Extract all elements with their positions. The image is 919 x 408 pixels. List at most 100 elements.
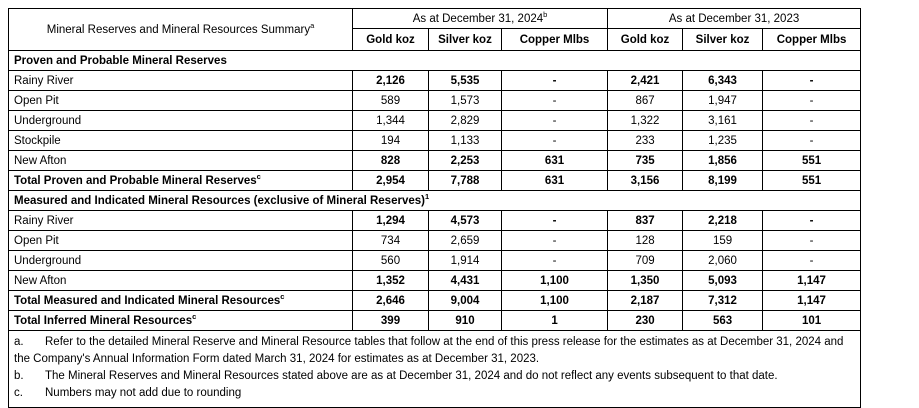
row-label-text: New Afton bbox=[14, 274, 67, 287]
value-cell: 1,352 bbox=[352, 270, 429, 291]
value-cell: - bbox=[762, 210, 862, 231]
section-row-proven-probable: Proven and Probable Mineral Reserves bbox=[7, 50, 862, 71]
value-cell: 194 bbox=[352, 130, 429, 151]
row-label-text: Total Measured and Indicated Mineral Res… bbox=[14, 294, 281, 307]
row-label-text: Total Proven and Probable Mineral Reserv… bbox=[14, 174, 257, 187]
value-cell: 631 bbox=[500, 170, 609, 191]
row-label: Underground bbox=[8, 110, 353, 131]
column-group-2024-footnote-marker: b bbox=[543, 9, 548, 19]
value-cell: 1,322 bbox=[607, 110, 684, 131]
footnote-b-line: b. The Mineral Reserves and Mineral Resou… bbox=[14, 368, 855, 385]
value-cell: 3,156 bbox=[607, 170, 684, 191]
value-cell: 101 bbox=[762, 310, 862, 331]
table-title: Mineral Reserves and Mineral Resources S… bbox=[46, 23, 311, 36]
value-cell: 837 bbox=[607, 210, 684, 231]
value-cell: 589 bbox=[352, 90, 429, 111]
value-cell: 828 bbox=[352, 150, 429, 171]
row-rainy-river-resources: Rainy River 1,294 4,573 - 837 2,218 - bbox=[8, 210, 862, 231]
section-footnote-marker: 1 bbox=[424, 191, 430, 201]
value-cell: - bbox=[762, 250, 862, 271]
column-header-copper-2023: Copper Mlbs bbox=[762, 28, 862, 51]
value-cell: 3,161 bbox=[682, 110, 764, 131]
value-cell: 4,431 bbox=[428, 270, 502, 291]
value-cell: 230 bbox=[607, 310, 684, 331]
column-group-2023: As at December 31, 2023 bbox=[607, 8, 862, 29]
section-label-cell: Measured and Indicated Mineral Resources… bbox=[7, 190, 862, 211]
value-cell: - bbox=[500, 130, 609, 151]
row-footnote-marker: c bbox=[256, 171, 261, 181]
row-label: Underground bbox=[8, 250, 353, 271]
value-cell: 867 bbox=[607, 90, 684, 111]
value-cell: - bbox=[500, 210, 609, 231]
column-header-gold-2024: Gold koz bbox=[352, 28, 429, 51]
value-cell: 5,535 bbox=[428, 70, 502, 91]
section-label: Measured and Indicated Mineral Resources… bbox=[14, 194, 425, 207]
value-cell: - bbox=[500, 90, 609, 111]
section-label-cell: Proven and Probable Mineral Reserves bbox=[7, 50, 862, 71]
value-cell: 1,344 bbox=[352, 110, 429, 131]
value-cell: 7,788 bbox=[428, 170, 502, 191]
value-cell: 9,004 bbox=[428, 290, 502, 311]
value-cell: 5,093 bbox=[682, 270, 764, 291]
value-cell: 551 bbox=[762, 170, 862, 191]
footnote-a-text: Refer to the detailed Mineral Reserve an… bbox=[45, 336, 844, 348]
table-title-cell: Mineral Reserves and Mineral Resources S… bbox=[8, 8, 353, 51]
value-cell: 910 bbox=[428, 310, 502, 331]
mineral-reserves-table: Mineral Reserves and Mineral Resources S… bbox=[7, 8, 862, 408]
section-row-measured-indicated: Measured and Indicated Mineral Resources… bbox=[7, 190, 862, 211]
footnote-c-line: c. Numbers may not add due to rounding bbox=[14, 385, 855, 402]
value-cell: - bbox=[762, 90, 862, 111]
row-underground-resources: Underground 560 1,914 - 709 2,060 - bbox=[8, 250, 862, 271]
row-total-proven-probable: Total Proven and Probable Mineral Reserv… bbox=[8, 170, 862, 191]
value-cell: 1,235 bbox=[682, 130, 764, 151]
row-label-text: Open Pit bbox=[14, 94, 59, 107]
row-footnote-marker: c bbox=[280, 291, 285, 301]
value-cell: 233 bbox=[607, 130, 684, 151]
value-cell: - bbox=[500, 110, 609, 131]
value-cell: 2,954 bbox=[352, 170, 429, 191]
section-label: Proven and Probable Mineral Reserves bbox=[14, 54, 227, 67]
row-new-afton-resources: New Afton 1,352 4,431 1,100 1,350 5,093 … bbox=[8, 270, 862, 291]
row-label-text: Underground bbox=[14, 254, 82, 267]
value-cell: 2,421 bbox=[607, 70, 684, 91]
value-cell: 1,573 bbox=[428, 90, 502, 111]
value-cell: 2,187 bbox=[607, 290, 684, 311]
row-label-text: New Afton bbox=[14, 154, 67, 167]
row-new-afton-reserves: New Afton 828 2,253 631 735 1,856 551 bbox=[8, 150, 862, 171]
value-cell: - bbox=[762, 230, 862, 251]
row-total-measured-indicated: Total Measured and Indicated Mineral Res… bbox=[8, 290, 862, 311]
footnote-c-label: c. bbox=[14, 387, 23, 399]
column-group-2024: As at December 31, 2024b bbox=[351, 8, 609, 29]
table-body: Proven and Probable Mineral Reserves Rai… bbox=[7, 50, 862, 408]
value-cell: - bbox=[500, 250, 609, 271]
value-cell: 1,856 bbox=[682, 150, 764, 171]
value-cell: 1 bbox=[500, 310, 609, 331]
header-subcolumn-row: Gold koz Silver koz Copper Mlbs Gold koz… bbox=[9, 28, 862, 51]
row-label-text: Open Pit bbox=[14, 234, 59, 247]
value-cell: 2,060 bbox=[682, 250, 764, 271]
footnotes-cell: a. Refer to the detailed Mineral Reserve … bbox=[7, 330, 862, 408]
value-cell: 1,914 bbox=[428, 250, 502, 271]
value-cell: 128 bbox=[607, 230, 684, 251]
value-cell: 6,343 bbox=[682, 70, 764, 91]
row-label-text: Rainy River bbox=[14, 74, 74, 87]
value-cell: 1,100 bbox=[500, 290, 609, 311]
value-cell: 7,312 bbox=[682, 290, 764, 311]
value-cell: 560 bbox=[352, 250, 429, 271]
value-cell: 1,147 bbox=[762, 270, 862, 291]
column-header-gold-2023: Gold koz bbox=[607, 28, 684, 51]
value-cell: 1,100 bbox=[500, 270, 609, 291]
row-label: Open Pit bbox=[8, 90, 353, 111]
footnote-a-line2: the Company's Annual Information Form da… bbox=[14, 353, 540, 365]
value-cell: 4,573 bbox=[428, 210, 502, 231]
row-label: New Afton bbox=[8, 270, 353, 291]
value-cell: 709 bbox=[607, 250, 684, 271]
value-cell: 551 bbox=[762, 150, 862, 171]
column-header-silver-2023: Silver koz bbox=[682, 28, 764, 51]
column-group-2023-label: As at December 31, 2023 bbox=[668, 12, 800, 25]
row-total-inferred: Total Inferred Mineral Resourcesc 399 91… bbox=[8, 310, 862, 331]
value-cell: - bbox=[762, 130, 862, 151]
footnote-a-line1: a. Refer to the detailed Mineral Reserve … bbox=[14, 334, 855, 351]
value-cell: 8,199 bbox=[682, 170, 764, 191]
